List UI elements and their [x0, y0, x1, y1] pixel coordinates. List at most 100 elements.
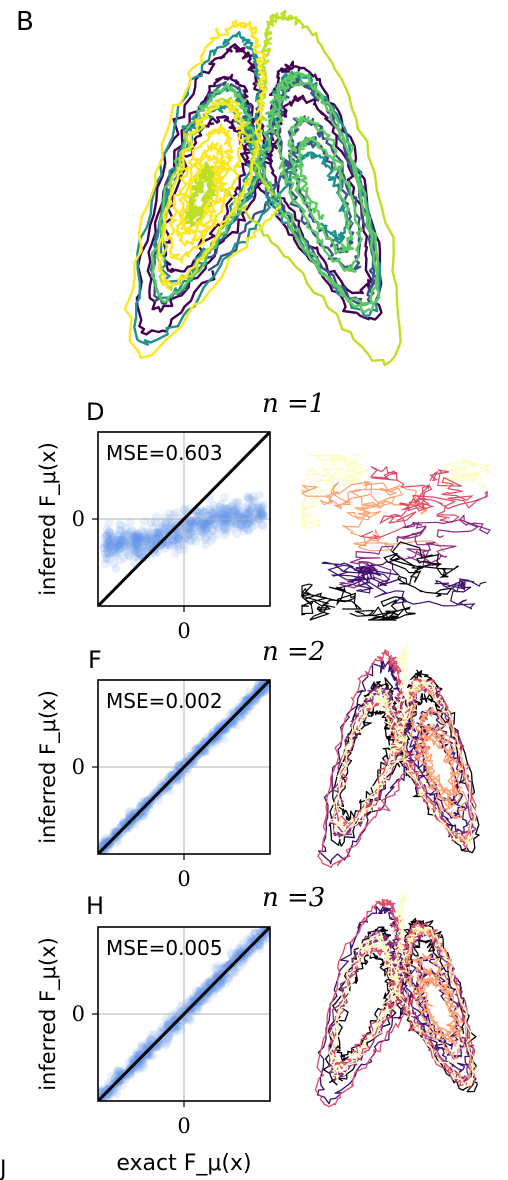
scatter-point: [137, 1043, 147, 1052]
scatter-point: [111, 543, 120, 553]
scatter-point: [263, 684, 270, 694]
scatter-point: [197, 518, 207, 528]
scatter-point: [114, 531, 123, 541]
scatter-point: [235, 521, 245, 531]
trajectory-h-segment: [328, 893, 475, 1087]
scatter-point: [199, 528, 209, 538]
scatter-point: [253, 513, 263, 523]
scatter-point: [117, 1074, 127, 1084]
scatter-point: [154, 533, 164, 543]
attractor-trajectory-top: [123, 9, 402, 367]
scatter-point: [243, 518, 253, 528]
scatter-point: [257, 513, 267, 523]
scatter-point: [131, 809, 141, 819]
scatter-point: [104, 539, 114, 549]
scatter-point: [213, 972, 223, 982]
scatter-point: [104, 526, 114, 536]
scatter-point: [186, 529, 195, 538]
scatter-point: [162, 1034, 172, 1044]
scatter-point: [237, 943, 247, 953]
scatter-point: [130, 552, 140, 562]
scatter-point: [192, 1006, 202, 1016]
scatter-point: [201, 519, 211, 529]
scatter-point: [213, 983, 223, 993]
attractor-trajectory-h: [314, 893, 478, 1108]
scatter-point: [192, 515, 202, 525]
scatter-point: [164, 1031, 174, 1041]
scatter-point: [256, 510, 266, 520]
scatter-point: [217, 513, 227, 523]
scatter-point: [126, 536, 136, 545]
scatter-point: [239, 511, 248, 521]
scatter-point: [102, 1085, 112, 1094]
scatter-point: [142, 536, 152, 546]
scatter-point: [128, 544, 138, 553]
scatter-point: [222, 515, 232, 525]
scatter-point: [254, 490, 264, 500]
scatter-point: [135, 534, 144, 544]
scatter-point: [105, 536, 115, 545]
scatter-point: [151, 534, 161, 544]
scatter-point: [106, 541, 116, 551]
scatter-point: [112, 1088, 122, 1098]
trajectory-d-strand: [396, 513, 491, 565]
scatter-point: [225, 502, 235, 512]
scatter-point: [201, 518, 211, 528]
scatter-point: [100, 548, 110, 558]
scatter-point: [114, 540, 124, 550]
scatter-point: [222, 513, 232, 523]
scatter-point: [103, 534, 113, 544]
scatter-point: [151, 517, 160, 527]
scatter-point: [144, 800, 154, 810]
scatter-point: [208, 532, 217, 542]
scatter-point: [256, 501, 266, 511]
scatter-point: [245, 508, 254, 518]
scatter-point: [252, 506, 261, 516]
scatter-point: [186, 517, 196, 527]
scatter-point: [111, 564, 121, 573]
scatter-point: [134, 1062, 144, 1072]
scatter-point: [257, 509, 267, 519]
scatter-point: [244, 525, 254, 535]
scatter-point: [200, 540, 210, 550]
panel-label-d: D: [86, 398, 104, 426]
scatter-point: [255, 944, 265, 954]
mse-annotation: MSE=0.005: [106, 936, 223, 960]
scatter-point: [194, 986, 204, 996]
scatter-point: [132, 1048, 142, 1058]
scatter-point: [236, 519, 246, 529]
scatter-point: [243, 493, 253, 503]
scatter-point: [139, 810, 149, 820]
scatter-point: [206, 979, 216, 989]
scatter-point: [180, 533, 190, 543]
scatter-point: [211, 521, 221, 530]
scatter-point: [117, 543, 127, 553]
scatter-point: [115, 1067, 125, 1077]
scatter-point: [136, 550, 145, 560]
scatter-point: [161, 520, 170, 530]
scatter-point: [114, 540, 124, 550]
scatter-point: [244, 509, 254, 519]
scatter-point: [108, 547, 117, 557]
scatter-point: [231, 720, 241, 730]
scatter-point: [133, 1048, 143, 1058]
scatter-point: [157, 1022, 167, 1032]
scatter-point: [224, 974, 233, 984]
scatter-point: [189, 997, 199, 1007]
scatter-point: [132, 1064, 142, 1073]
scatter-point: [149, 522, 159, 532]
scatter-point: [161, 518, 171, 528]
scatter-point: [133, 530, 143, 540]
scatter-point: [151, 535, 161, 545]
scatter-point: [242, 502, 252, 512]
scatter-point: [121, 532, 131, 541]
scatter-point: [110, 537, 120, 547]
scatter-point: [111, 538, 121, 547]
scatter-point: [137, 532, 147, 542]
scatter-point: [111, 541, 121, 551]
scatter-point: [228, 506, 238, 516]
scatter-point: [163, 1017, 173, 1027]
scatter-point: [242, 510, 251, 520]
scatter-point: [246, 517, 256, 527]
